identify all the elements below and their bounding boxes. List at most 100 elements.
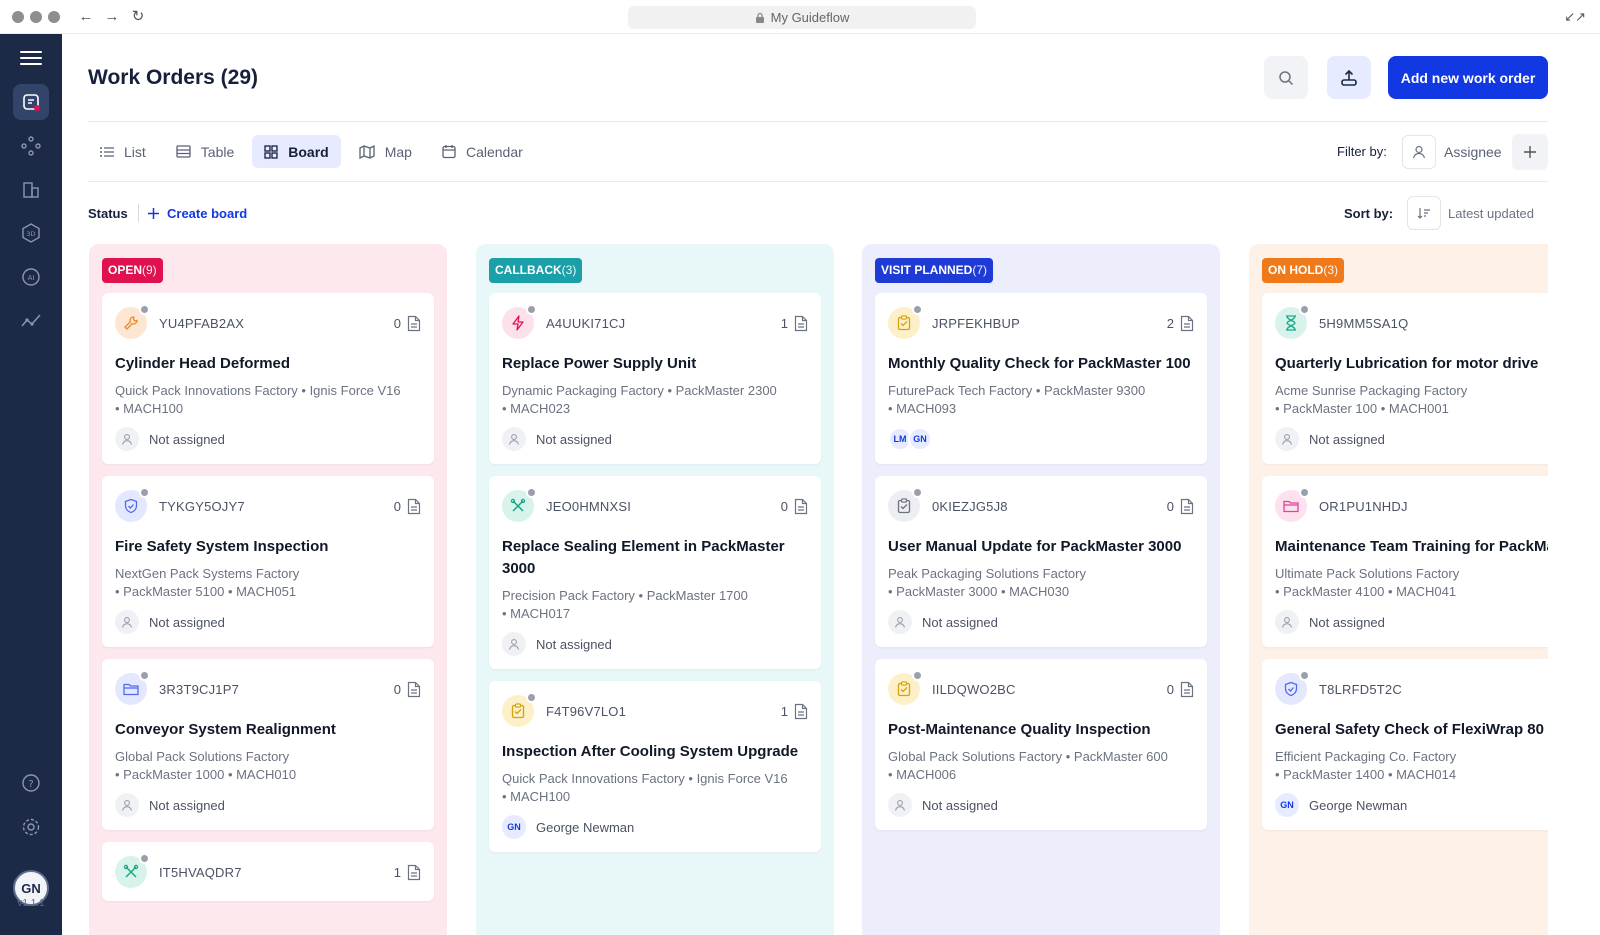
work-order-card[interactable]: IILDQWO2BC 0 Post-Maintenance Quality Insp… xyxy=(875,659,1207,830)
location-line: Quick Pack Innovations Factory • Ignis F… xyxy=(502,771,788,786)
add-work-order-button[interactable]: Add new work order xyxy=(1388,56,1548,99)
work-order-title: Maintenance Team Training for PackMaster… xyxy=(1275,538,1548,555)
assignee[interactable]: Not assigned xyxy=(502,427,808,451)
window-controls[interactable] xyxy=(12,11,60,23)
attachments-number: 2 xyxy=(1166,315,1174,331)
ai-nav-icon[interactable]: AI xyxy=(13,259,49,295)
assignees[interactable]: LM GN xyxy=(888,427,1194,451)
work-order-card[interactable]: JRPFEKHBUP 2 Monthly Quality Check for Pac… xyxy=(875,293,1207,464)
attachments-count[interactable]: 0 xyxy=(1167,681,1194,698)
divider xyxy=(88,181,1548,182)
assignee[interactable]: GN George Newman xyxy=(1275,793,1548,817)
attachments-count[interactable]: 0 xyxy=(394,315,421,332)
attachments-count[interactable]: 1 xyxy=(394,864,421,881)
card-header: IT5HVAQDR7 1 xyxy=(115,853,421,888)
view-tab-list[interactable]: List xyxy=(88,135,158,168)
3d-nav-icon[interactable]: 3D xyxy=(13,215,49,251)
work-order-card[interactable]: F4T96V7LO1 1 Inspection After Cooling Syst… xyxy=(489,681,821,852)
assignee[interactable]: Not assigned xyxy=(888,793,1194,817)
work-order-card[interactable]: OR1PU1NHDJ Maintenance Team Training for … xyxy=(1262,476,1548,647)
sort-dropdown[interactable]: Latest updated xyxy=(1448,206,1535,221)
svg-text:?: ? xyxy=(28,779,33,790)
work-order-card[interactable]: TYKGY5OJY7 0 Fire Safety System Inspection… xyxy=(102,476,434,647)
work-order-title: Monthly Quality Check for PackMaster 100 xyxy=(888,355,1191,372)
view-tab-board[interactable]: Board xyxy=(252,135,341,168)
buildings-nav-icon[interactable] xyxy=(13,172,49,208)
work-order-card[interactable]: T8LRFD5T2C General Safety Check of FlexiW… xyxy=(1262,659,1548,830)
attachments-number: 0 xyxy=(393,498,401,514)
view-tab-label: Map xyxy=(384,143,412,160)
assignee-name: Not assigned xyxy=(922,614,998,630)
work-order-card[interactable]: JEO0HMNXSI 0 Replace Sealing Element in Pa… xyxy=(489,476,821,669)
work-order-location: FuturePack Tech Factory • PackMaster 930… xyxy=(888,382,1194,417)
board-column-visit-planned: VISIT PLANNED(7) JRPFEKHBUP 2 Monthly Quali… xyxy=(862,244,1220,935)
assignee-name: Not assigned xyxy=(1309,614,1385,630)
clipboard-icon xyxy=(888,670,923,705)
bolt-icon xyxy=(502,304,537,339)
map-icon xyxy=(359,144,375,159)
document-icon xyxy=(794,315,808,331)
create-board-label: Create board xyxy=(167,206,248,221)
card-header: 5H9MM5SA1Q xyxy=(1275,304,1548,339)
work-order-location: Quick Pack Innovations Factory • Ignis F… xyxy=(115,382,421,417)
analytics-nav-icon[interactable] xyxy=(13,303,49,339)
address-bar[interactable]: My Guideflow xyxy=(628,6,976,29)
user-avatar[interactable]: GN xyxy=(13,870,49,906)
attachments-count[interactable]: 0 xyxy=(1167,498,1194,515)
view-tab-map[interactable]: Map xyxy=(347,135,424,168)
work-orders-nav-icon[interactable] xyxy=(13,84,49,120)
settings-gear-icon[interactable] xyxy=(13,809,49,845)
exit-fullscreen-icon[interactable]: ↙↗ xyxy=(1564,9,1586,24)
status-dot xyxy=(139,853,150,864)
assignee-name: Not assigned xyxy=(922,797,998,813)
view-tab-label: Board xyxy=(288,143,329,160)
card-header: JRPFEKHBUP 2 xyxy=(888,304,1194,339)
forward-arrow-icon[interactable]: → xyxy=(104,8,120,25)
attachments-count[interactable]: 0 xyxy=(781,498,808,515)
search-button[interactable] xyxy=(1264,56,1308,99)
assignee[interactable]: Not assigned xyxy=(1275,610,1548,634)
work-order-card[interactable]: IT5HVAQDR7 1 xyxy=(102,842,434,901)
assignee[interactable]: Not assigned xyxy=(502,632,808,656)
assignee[interactable]: GN George Newman xyxy=(502,815,808,839)
work-order-location: Acme Sunrise Packaging Factory • PackMast… xyxy=(1275,382,1548,417)
machine-line: • PackMaster 100 • MACH001 xyxy=(1275,400,1449,416)
work-order-card[interactable]: 5H9MM5SA1Q Quarterly Lubrication for moto… xyxy=(1262,293,1548,464)
work-order-location: Peak Packaging Solutions Factory • PackMa… xyxy=(888,565,1194,600)
work-order-card[interactable]: 3R3T9CJ1P7 0 Conveyor System Realignment Gl… xyxy=(102,659,434,830)
assignee[interactable]: Not assigned xyxy=(115,427,421,451)
attachments-count[interactable]: 1 xyxy=(781,703,808,720)
create-board-button[interactable]: Create board xyxy=(148,206,247,221)
work-order-card[interactable]: 0KIEZJG5J8 0 User Manual Update for PackMa… xyxy=(875,476,1207,647)
view-tab-table[interactable]: Table xyxy=(164,135,246,168)
location-line: NextGen Pack Systems Factory xyxy=(115,566,300,581)
close-window-dot[interactable] xyxy=(12,11,24,23)
status-dot xyxy=(1299,304,1310,315)
add-filter-button[interactable] xyxy=(1512,134,1548,170)
help-icon[interactable]: ? xyxy=(13,765,49,801)
hamburger-menu-icon[interactable] xyxy=(13,40,49,76)
back-arrow-icon[interactable]: ← xyxy=(78,8,94,25)
minimize-window-dot[interactable] xyxy=(30,11,42,23)
attachments-count[interactable]: 0 xyxy=(394,681,421,698)
assignee[interactable]: Not assigned xyxy=(115,610,421,634)
assignee[interactable]: Not assigned xyxy=(888,610,1194,634)
work-order-code: T8LRFD5T2C xyxy=(1319,681,1402,697)
attachments-count[interactable]: 2 xyxy=(1167,315,1194,332)
reload-icon[interactable]: ↻ xyxy=(131,8,145,25)
machine-line: • PackMaster 3000 • MACH030 xyxy=(888,583,1070,599)
assignee[interactable]: Not assigned xyxy=(1275,427,1548,451)
maximize-window-dot[interactable] xyxy=(48,11,60,23)
view-tab-calendar[interactable]: Calendar xyxy=(430,135,535,168)
work-order-card[interactable]: YU4PFAB2AX 0 Cylinder Head Deformed Quick P… xyxy=(102,293,434,464)
assignee-filter-chip[interactable]: Assignee xyxy=(1402,134,1502,170)
location-line: Acme Sunrise Packaging Factory xyxy=(1275,383,1468,398)
attachments-count[interactable]: 0 xyxy=(394,498,421,515)
attachments-count[interactable]: 1 xyxy=(781,315,808,332)
work-order-card[interactable]: A4UUKI71CJ 1 Replace Power Supply Unit Dyna… xyxy=(489,293,821,464)
network-nav-icon[interactable] xyxy=(13,128,49,164)
sort-direction-icon[interactable] xyxy=(1407,196,1441,230)
export-button[interactable] xyxy=(1327,56,1371,99)
assignee[interactable]: Not assigned xyxy=(115,793,421,817)
column-status-tag: VISIT PLANNED(7) xyxy=(875,258,994,283)
